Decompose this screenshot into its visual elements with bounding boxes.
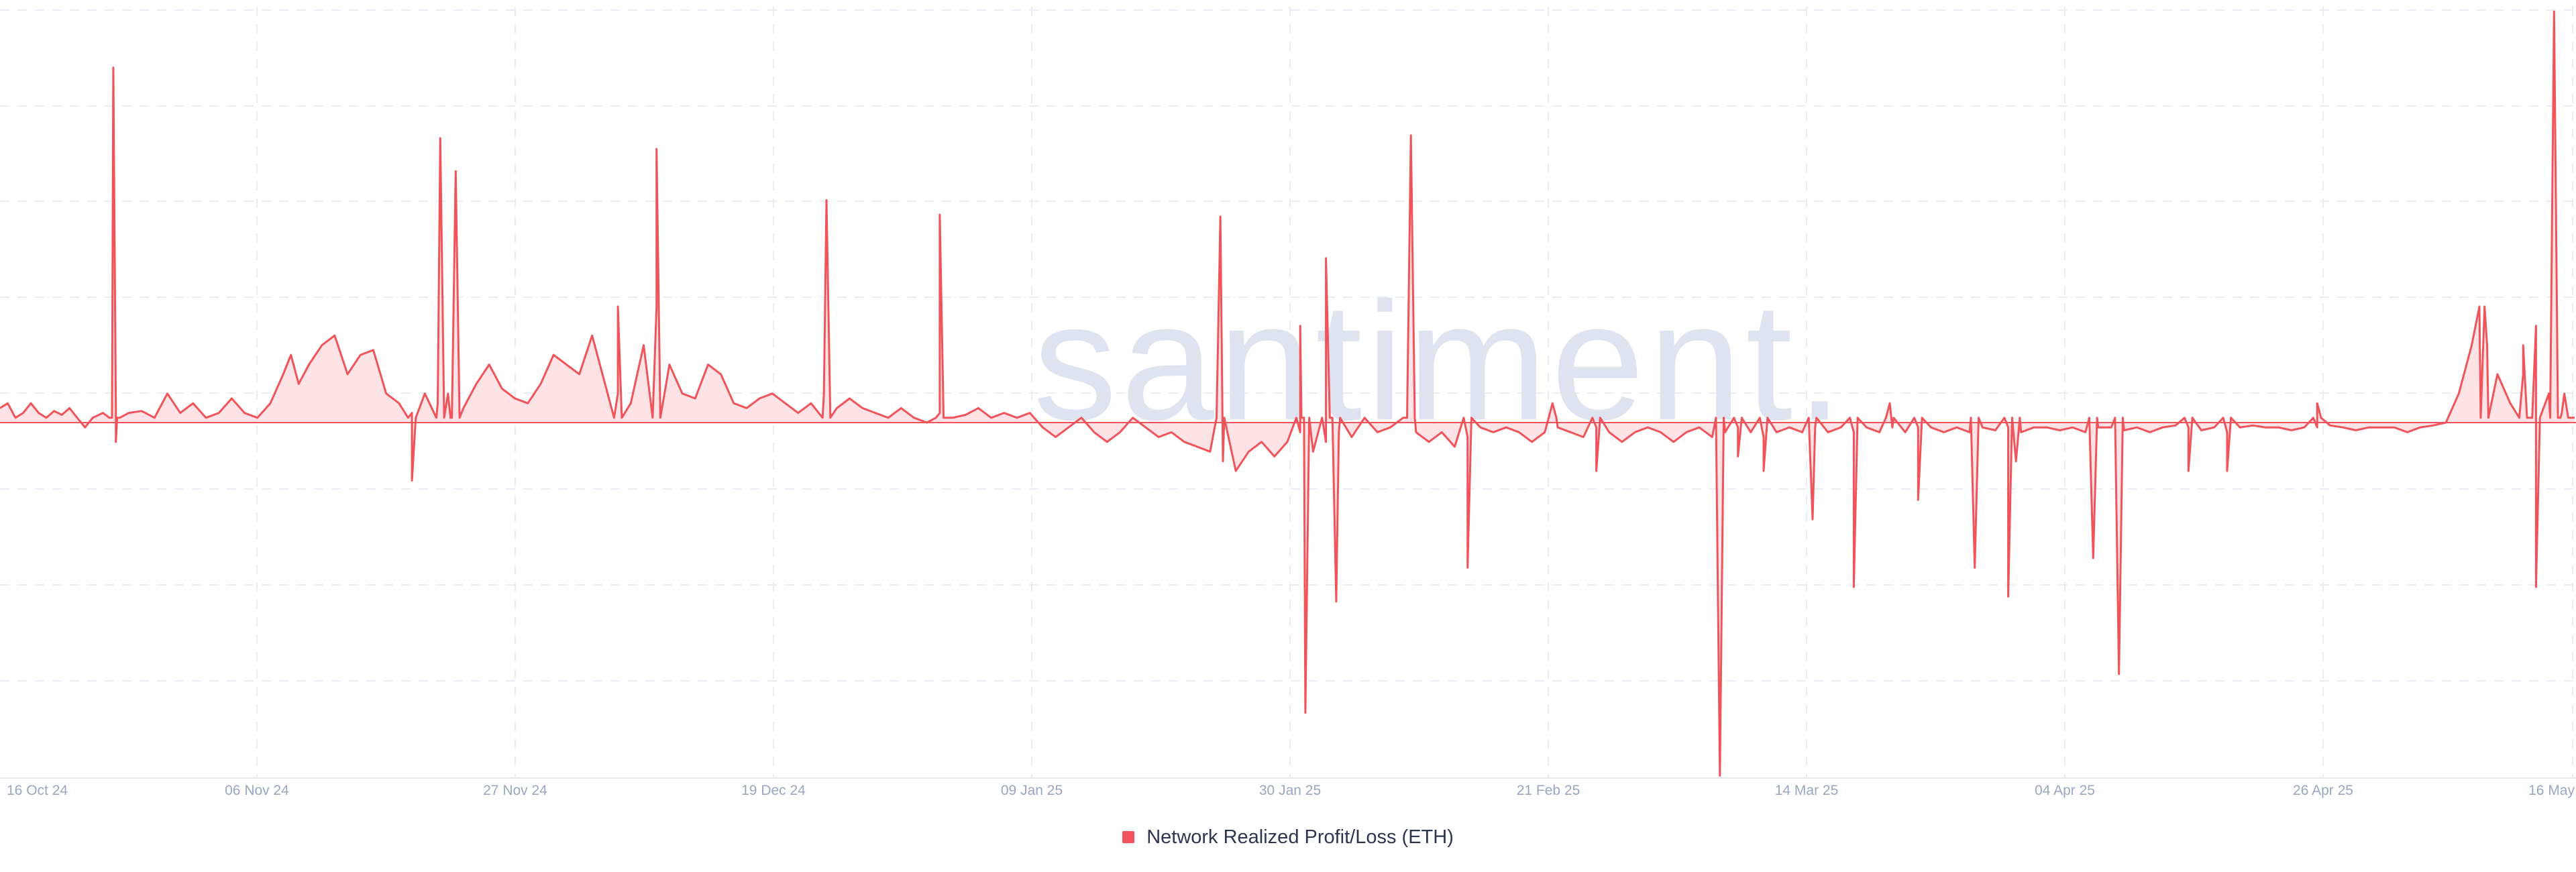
x-tick-label: 30 Jan 25 xyxy=(1259,783,1321,798)
x-tick-label: 06 Nov 24 xyxy=(225,783,289,798)
x-tick-label: 16 Oct 24 xyxy=(7,783,68,798)
x-tick-label: 14 Mar 25 xyxy=(1775,783,1839,798)
series-line xyxy=(0,10,2575,777)
legend-swatch xyxy=(1122,831,1135,843)
x-tick-label: 04 Apr 25 xyxy=(2035,783,2095,798)
chart-legend: Network Realized Profit/Loss (ETH) xyxy=(0,826,2576,849)
x-tick-label: 16 May xyxy=(2528,783,2575,798)
x-tick-label: 09 Jan 25 xyxy=(1001,783,1063,798)
x-tick-label: 26 Apr 25 xyxy=(2293,783,2353,798)
x-tick-label: 21 Feb 25 xyxy=(1517,783,1580,798)
x-tick-label: 19 Dec 24 xyxy=(741,783,806,798)
series-line-network-realized-profit-loss xyxy=(0,10,2575,777)
grid-lines xyxy=(0,7,2576,778)
x-tick-label: 27 Nov 24 xyxy=(483,783,547,798)
x-axis-tick-labels: 16 Oct 24 06 Nov 24 27 Nov 24 19 Dec 24 09 J… xyxy=(7,783,2575,798)
legend-label: Network Realized Profit/Loss (ETH) xyxy=(1146,826,1454,848)
series-area xyxy=(0,11,2576,776)
